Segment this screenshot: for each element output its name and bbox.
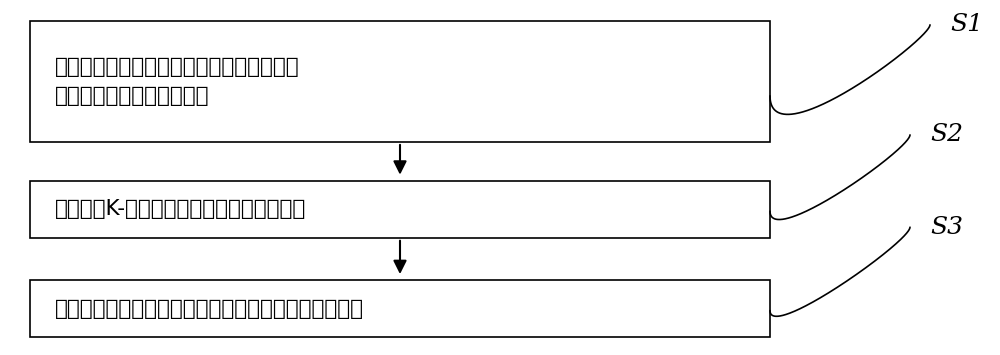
Text: S1: S1 bbox=[950, 13, 983, 36]
Text: 利用随机K-层交叉减少算法进行种群初始化: 利用随机K-层交叉减少算法进行种群初始化 bbox=[55, 200, 306, 219]
FancyBboxPatch shape bbox=[30, 280, 770, 337]
Text: S2: S2 bbox=[930, 124, 963, 146]
Text: 利用分层法将通风网络图中的节点按照层次
初步放置，并构建遗传编码: 利用分层法将通风网络图中的节点按照层次 初步放置，并构建遗传编码 bbox=[55, 57, 300, 106]
Text: S3: S3 bbox=[930, 216, 963, 239]
Text: 利用改进的差分进化算法迭代优化，逼近最佳布局方案: 利用改进的差分进化算法迭代优化，逼近最佳布局方案 bbox=[55, 299, 364, 319]
FancyBboxPatch shape bbox=[30, 21, 770, 142]
FancyBboxPatch shape bbox=[30, 181, 770, 238]
